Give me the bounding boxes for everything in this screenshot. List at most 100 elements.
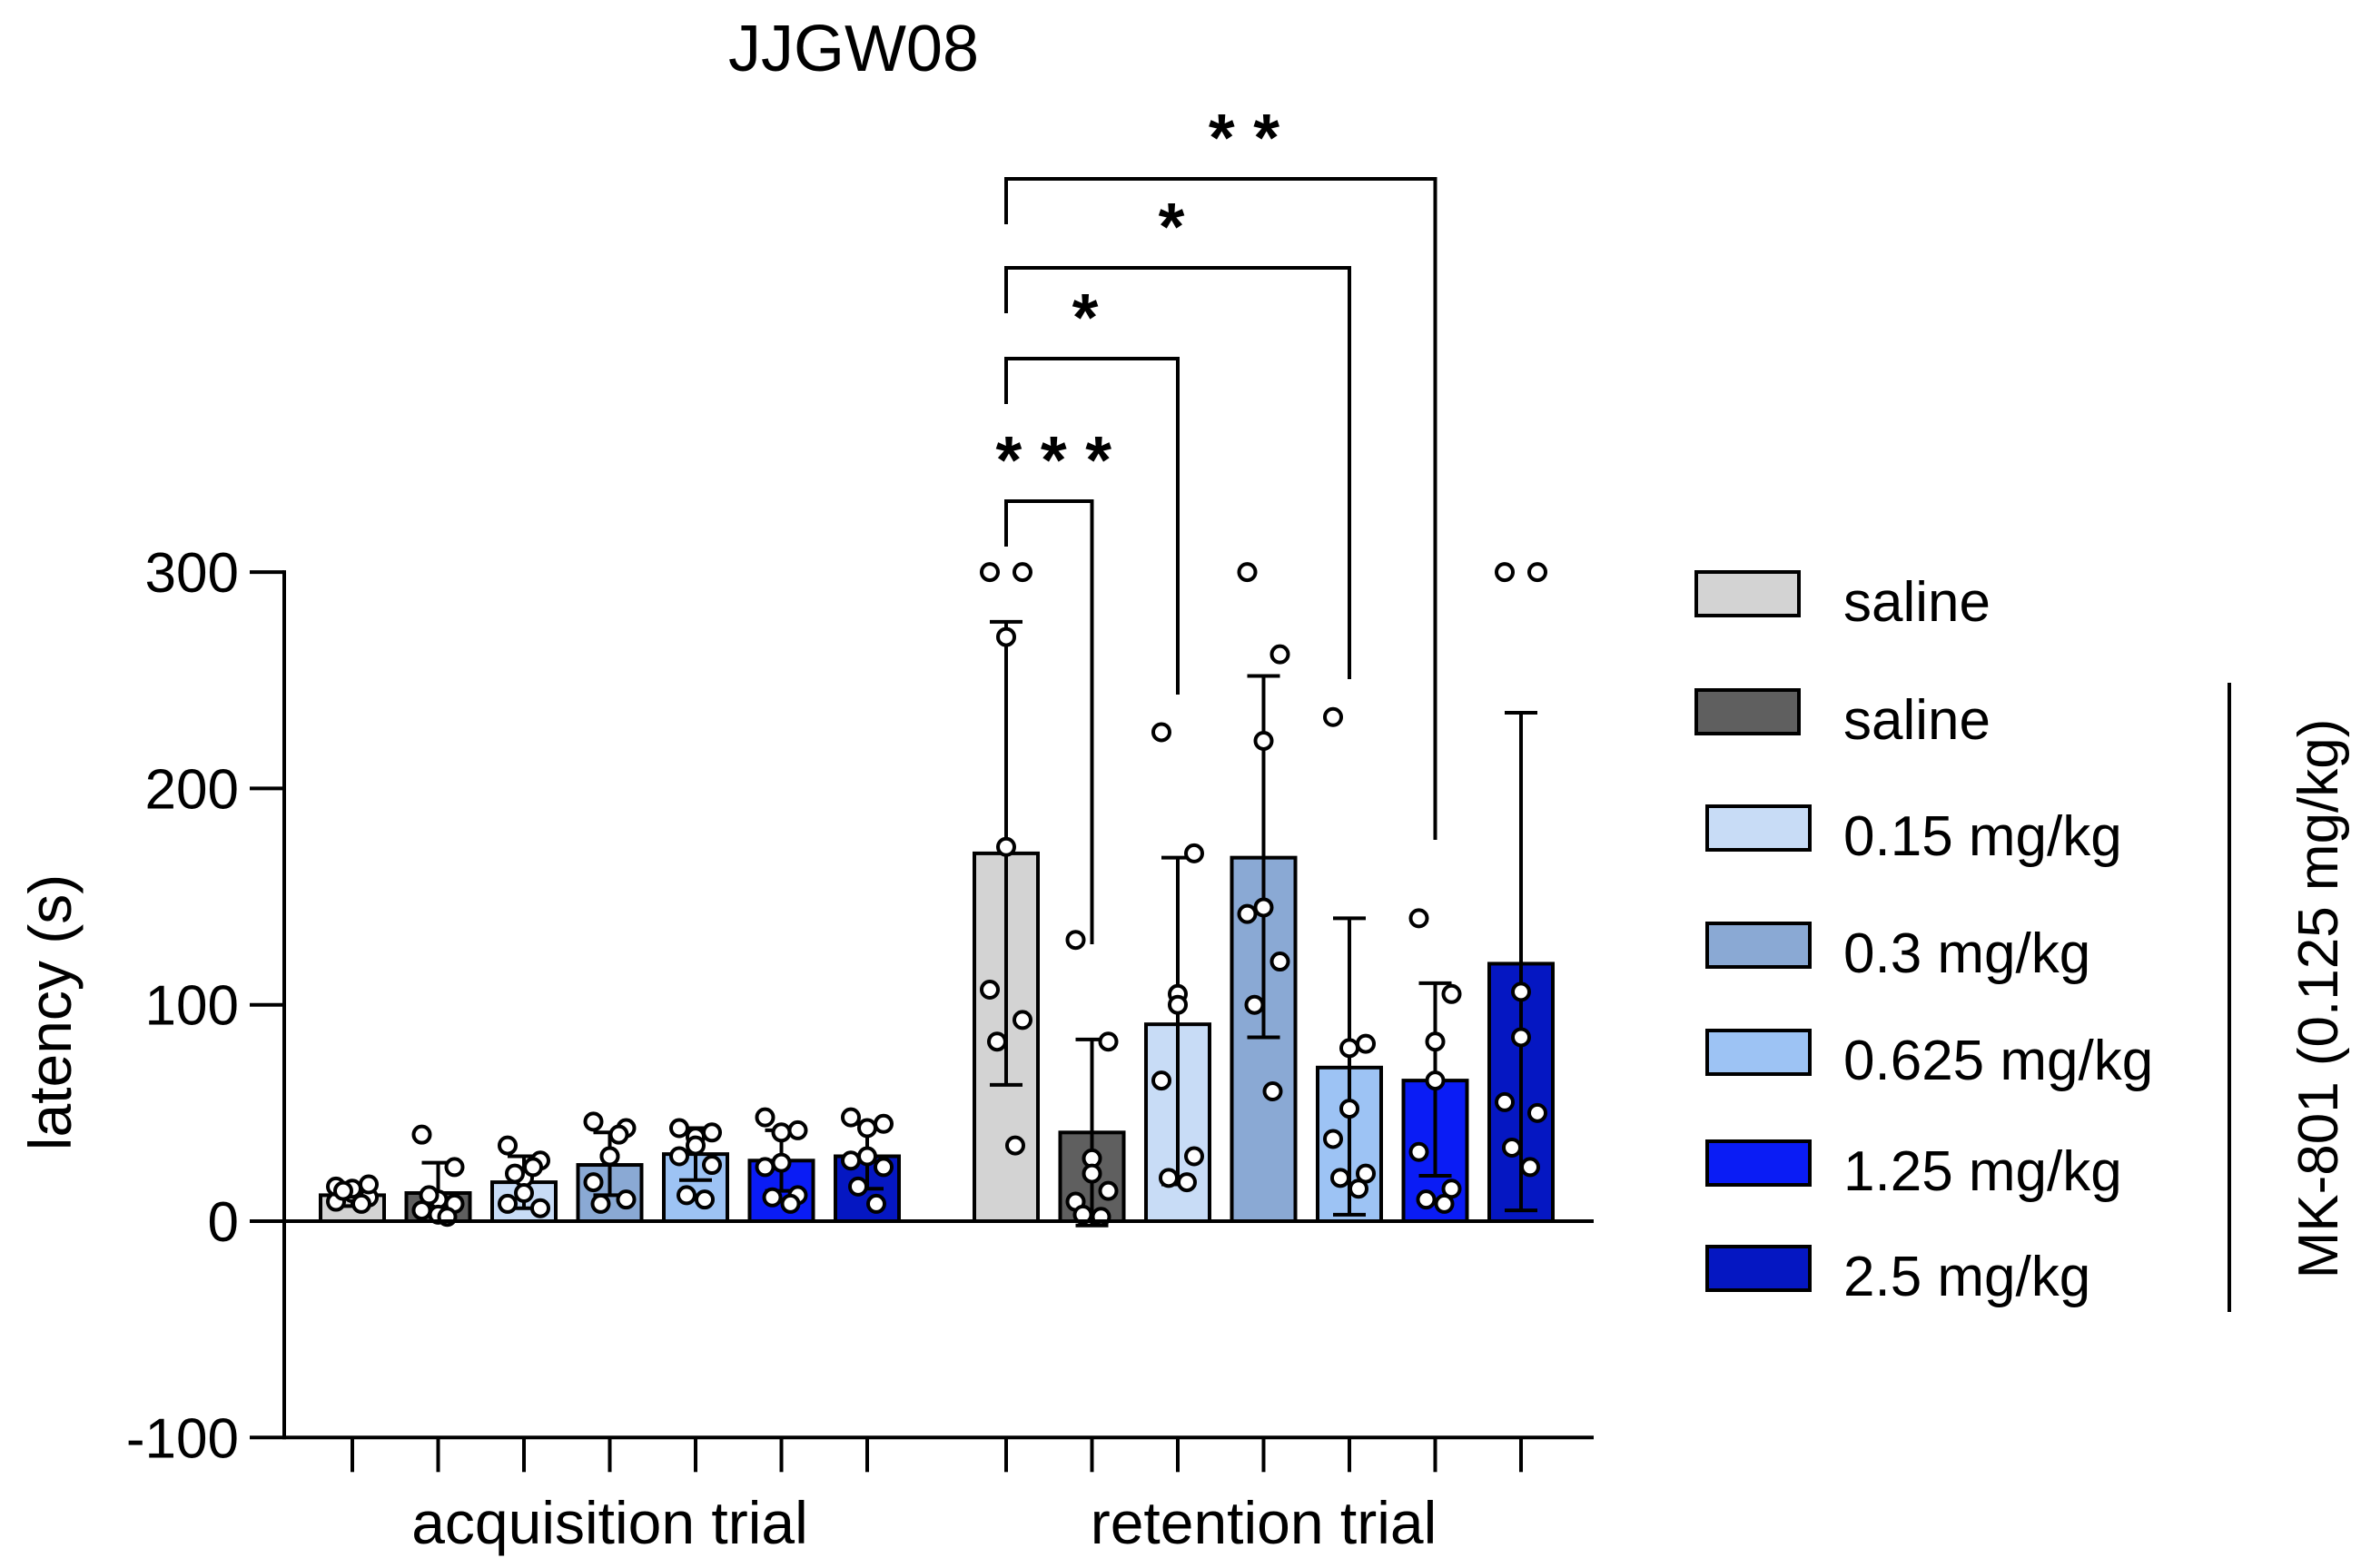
data-point (1356, 1163, 1376, 1184)
data-point (980, 980, 1000, 1001)
data-point (599, 1146, 620, 1167)
data-point (1356, 1033, 1376, 1054)
data-point (857, 1146, 877, 1167)
y-tick-label: 200 (145, 758, 239, 821)
legend-label: 2.5 mg/kg (1843, 1246, 2090, 1308)
legend-label: 0.15 mg/kg (1843, 805, 2122, 868)
data-point (1262, 1081, 1283, 1102)
data-point (1269, 644, 1290, 665)
legend-swatch (1705, 804, 1812, 852)
data-point (771, 1152, 792, 1173)
legend-label: saline (1843, 571, 1991, 634)
data-point (351, 1193, 371, 1214)
data-point (1098, 1031, 1119, 1052)
data-point (608, 1124, 629, 1145)
data-point (444, 1157, 465, 1178)
significance-bracket (1004, 499, 1094, 944)
legend-label: 0.625 mg/kg (1843, 1030, 2153, 1092)
data-point (1013, 1010, 1032, 1031)
x-group-label: retention trial (1091, 1489, 1437, 1556)
data-point (996, 626, 1016, 647)
data-point (1408, 908, 1429, 929)
data-point (874, 1157, 894, 1178)
significance-label: * (1072, 280, 1099, 355)
data-point (1184, 843, 1204, 863)
data-point (514, 1183, 534, 1204)
data-point (1013, 562, 1032, 583)
legend-label: saline (1843, 689, 1991, 752)
data-point (1495, 562, 1515, 583)
significance-layer: * * * * * * * (995, 100, 1437, 944)
data-point (411, 1124, 432, 1145)
data-point (780, 1193, 801, 1214)
data-point (1339, 1099, 1359, 1119)
data-point (1269, 952, 1290, 972)
data-point (1159, 1168, 1179, 1188)
y-axis-label: latency (s) (16, 874, 84, 1150)
data-point (771, 1122, 792, 1143)
data-point (1151, 1070, 1171, 1091)
legend-swatch (1705, 1139, 1812, 1187)
data-point (530, 1198, 550, 1218)
data-point (419, 1185, 440, 1206)
legend-label: 0.3 mg/kg (1843, 922, 2090, 985)
significance-label: * * * (995, 422, 1111, 498)
data-point (996, 836, 1016, 857)
data-point (1177, 1172, 1197, 1193)
data-point (1511, 981, 1531, 1002)
data-point (1082, 1163, 1102, 1184)
legend-swatch (1705, 1029, 1812, 1076)
y-tick-label: 300 (145, 542, 239, 605)
legend-label: 1.25 mg/kg (1843, 1140, 2122, 1203)
data-point (1416, 1189, 1437, 1210)
legend-swatch (1694, 570, 1801, 617)
data-point (987, 1031, 1007, 1052)
axes-layer: -100 0 100 200 300 acquisition trial retention… (126, 542, 1594, 1556)
data-point (359, 1174, 379, 1195)
data-point (1520, 1157, 1540, 1178)
data-point (1408, 1141, 1429, 1162)
data-points-layer (326, 562, 1547, 1228)
data-point (616, 1189, 637, 1210)
data-point (1323, 1129, 1343, 1149)
legend-swatch (1705, 1245, 1812, 1292)
data-point (787, 1119, 808, 1140)
data-point (1434, 1193, 1455, 1214)
legend-swatch (1705, 922, 1812, 969)
significance-label: * (1159, 189, 1185, 264)
data-point (1425, 1070, 1446, 1091)
data-point (695, 1189, 715, 1210)
legend: saline saline 0.15 mg/kg 0.3 mg/kg 0.625 mg/… (1694, 570, 2350, 1312)
x-group-label: acquisition trial (411, 1489, 808, 1556)
data-point (677, 1185, 696, 1206)
data-point (848, 1176, 868, 1197)
data-point (1244, 994, 1265, 1015)
data-point (1348, 1178, 1368, 1199)
data-point (583, 1172, 604, 1193)
data-point (505, 1163, 525, 1184)
data-point (498, 1135, 518, 1156)
data-point (1065, 930, 1086, 951)
data-point (1527, 1102, 1547, 1123)
y-tick-label: -100 (126, 1407, 239, 1470)
data-point (841, 1150, 861, 1171)
data-point (866, 1193, 886, 1214)
data-point (1330, 1168, 1350, 1188)
data-point (1441, 983, 1462, 1004)
y-tick-label: 0 (208, 1191, 239, 1254)
data-point (1253, 897, 1274, 918)
data-point (1168, 994, 1188, 1015)
legend-bracket-label: MK-801 (0.125 mg/kg) (2287, 719, 2350, 1279)
data-point (590, 1193, 611, 1214)
data-point (1511, 1027, 1531, 1048)
data-point (980, 562, 1000, 583)
chart-title: JJGW08 (728, 13, 979, 85)
data-point (755, 1107, 775, 1128)
data-point (1253, 730, 1274, 751)
data-point (669, 1146, 689, 1167)
data-point (669, 1118, 689, 1139)
data-point (1151, 722, 1171, 743)
significance-bracket (1004, 266, 1351, 679)
data-point (686, 1135, 706, 1156)
